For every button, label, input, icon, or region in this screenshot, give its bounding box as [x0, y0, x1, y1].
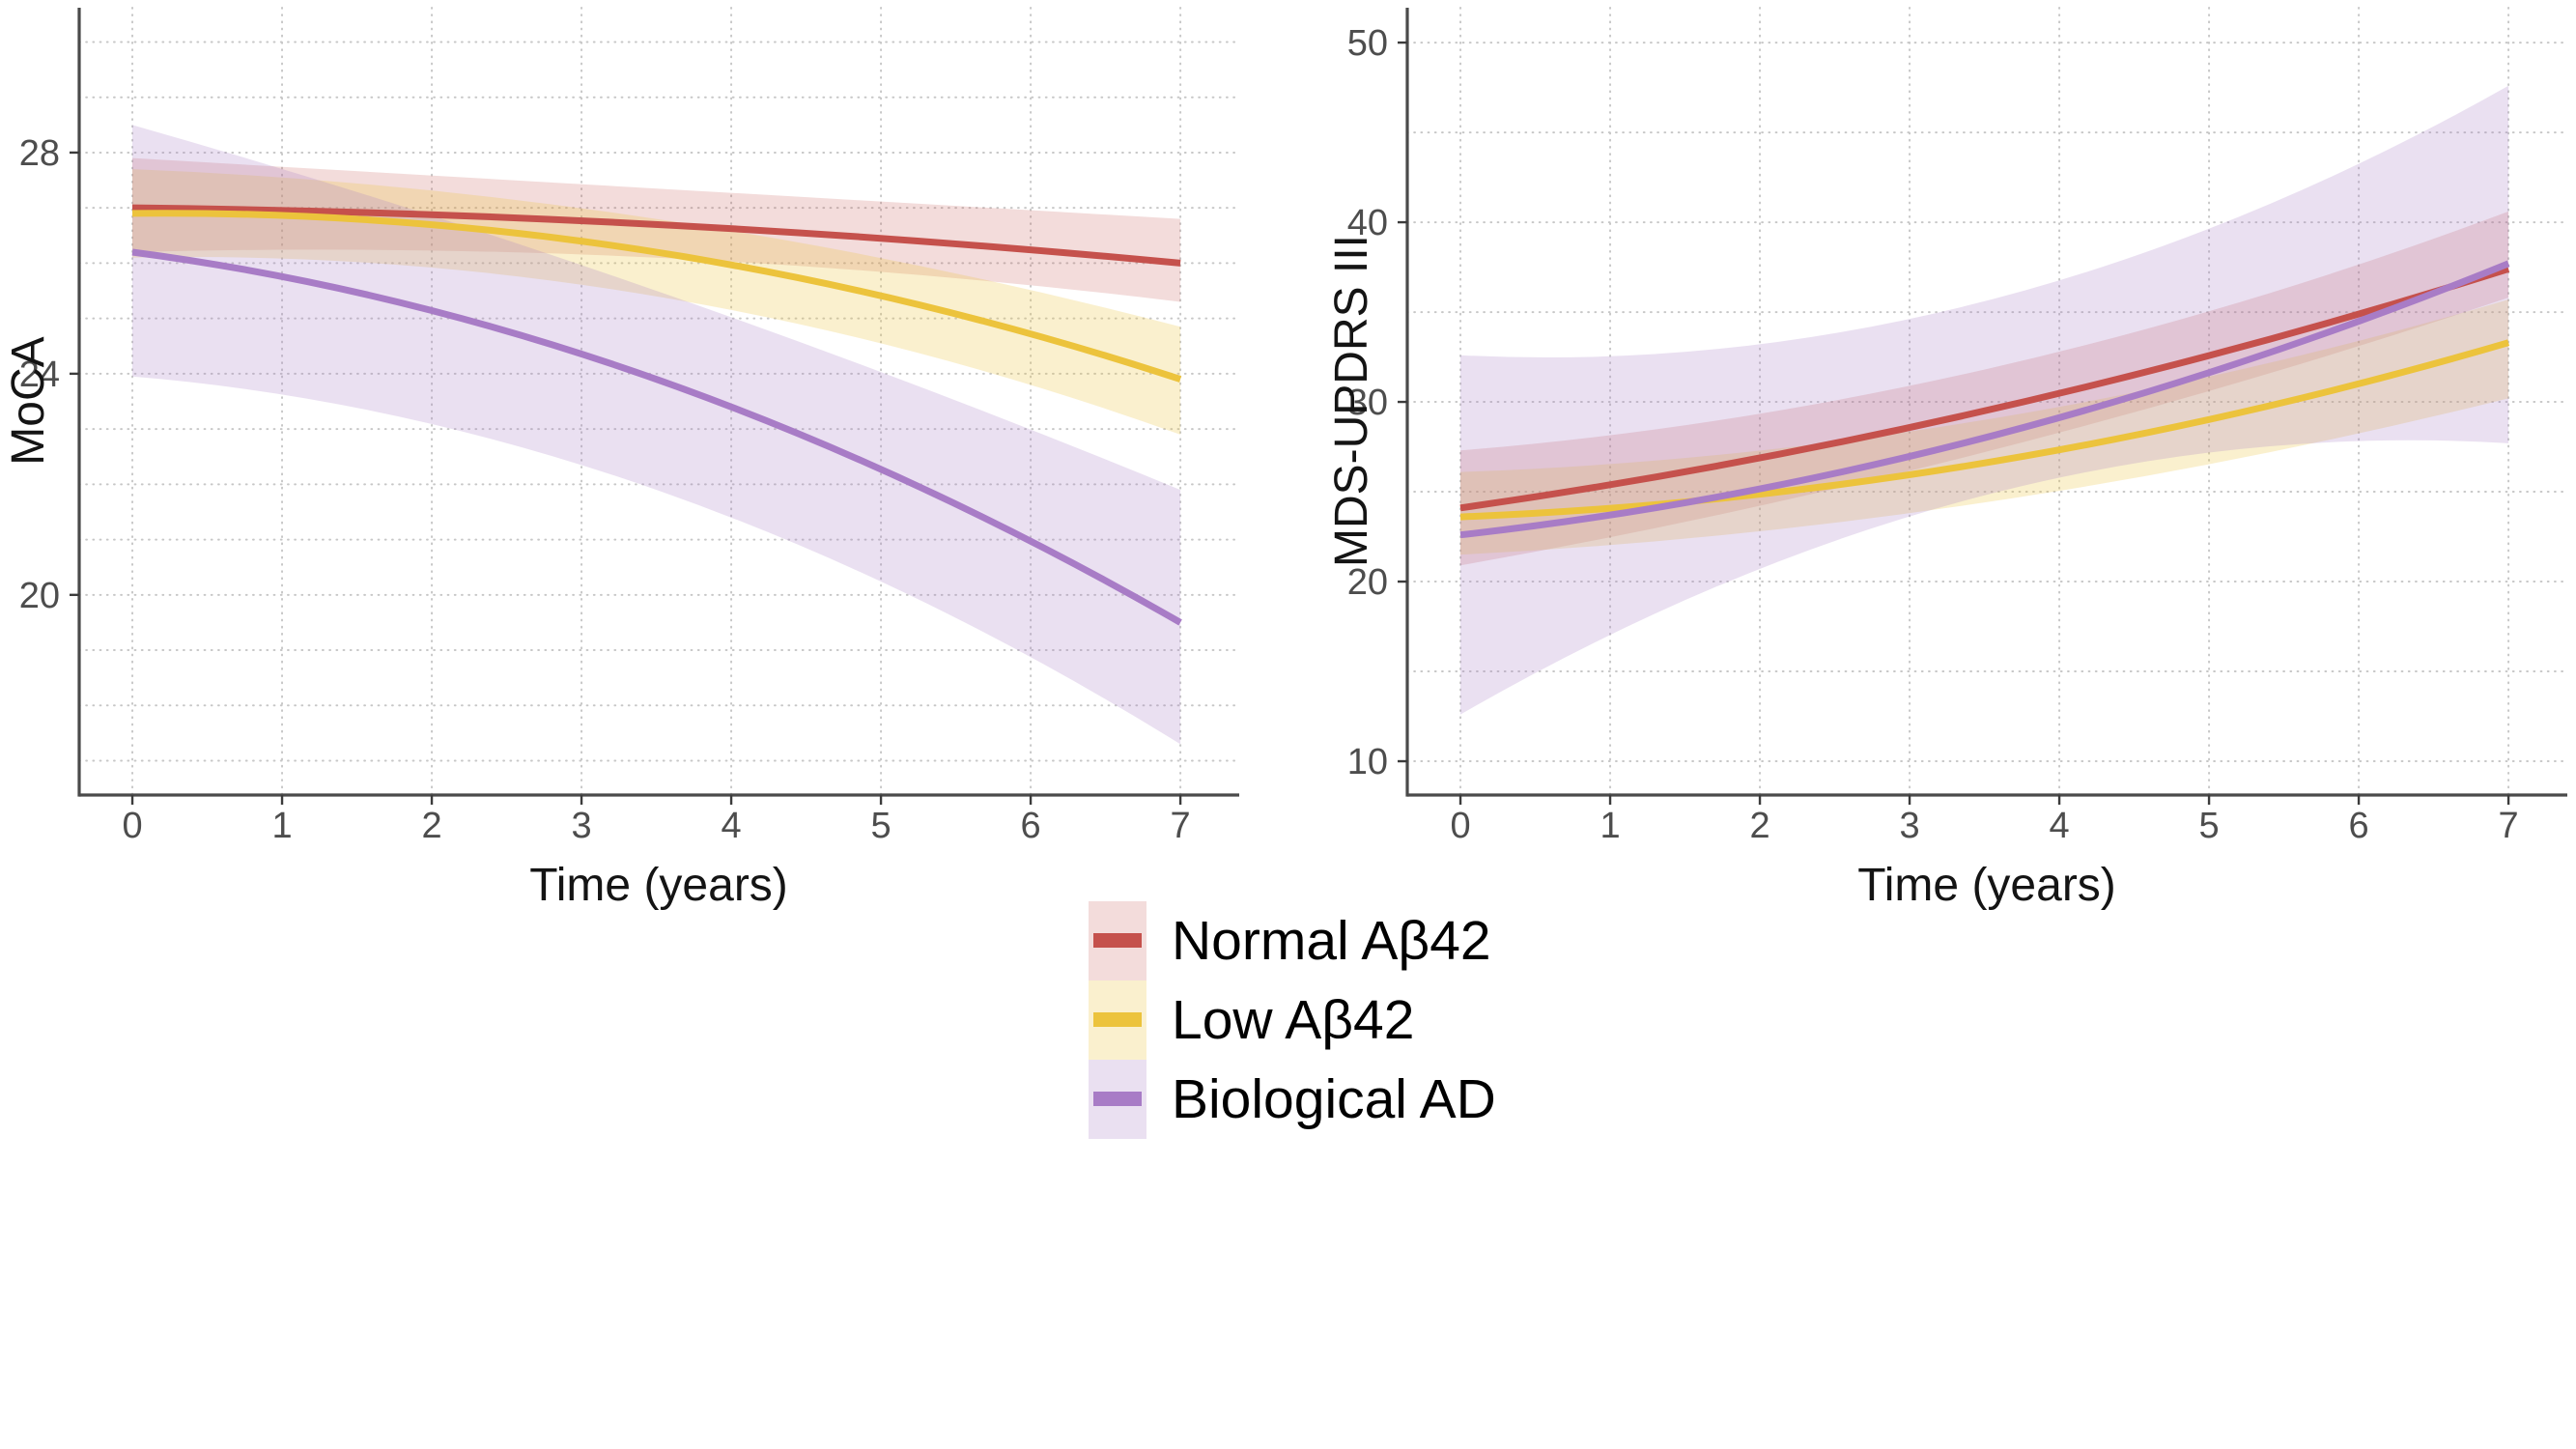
moca-chart-panel: 0 1 2 3 4 5 6 7 20 24 28 [19, 7, 1240, 846]
x-tick-label: 7 [2499, 806, 2519, 846]
x-tick-label: 7 [1171, 806, 1191, 846]
left-x-axis-title: Time (years) [529, 860, 788, 911]
x-tick-label: 6 [2349, 806, 2369, 846]
legend-label: Normal Aβ42 [1172, 910, 1491, 972]
legend-label: Biological AD [1172, 1068, 1496, 1130]
y-tick-label: 20 [19, 576, 60, 616]
x-tick-label: 2 [421, 806, 441, 846]
x-tick-label: 3 [1899, 806, 1919, 846]
y-tick-label: 40 [1347, 203, 1388, 243]
y-tick-label: 10 [1347, 742, 1388, 782]
x-tick-label: 1 [1599, 806, 1620, 846]
x-tick-label: 1 [271, 806, 292, 846]
updrs-chart-panel: 0 1 2 3 4 5 6 7 10 20 30 40 50 [1347, 7, 2568, 846]
legend-line-swatch [1093, 1092, 1142, 1106]
ci-ribbon [1460, 299, 2509, 555]
y-tick-label: 28 [19, 133, 60, 174]
legend-label: Low Aβ42 [1172, 989, 1415, 1051]
x-tick-label: 5 [870, 806, 891, 846]
legend-line-swatch [1093, 933, 1142, 948]
trend-line [1459, 260, 2510, 539]
y-tick-label: 24 [19, 355, 60, 395]
legend-key-low-ab42 [1089, 980, 1146, 1060]
y-tick-label: 50 [1347, 23, 1388, 64]
charts-canvas: 0 1 2 3 4 5 6 7 20 24 28 0 1 2 3 4 5 6 7 10 20 30 40 50 [19, 7, 2568, 846]
legend-line-swatch [1093, 1012, 1142, 1027]
trend-line [131, 204, 1181, 267]
trend-line [1459, 266, 2510, 512]
right-x-axis-title: Time (years) [1857, 860, 2116, 911]
right-y-axis-title: MDS-UPDRS III [1326, 235, 1377, 568]
legend-item-normal-ab42: Normal Aβ42 [1089, 901, 1496, 980]
legend-key-normal-ab42 [1089, 901, 1146, 980]
trend-line [131, 210, 1182, 383]
legend: Normal Aβ42 Low Aβ42 Biological AD [1089, 901, 1496, 1139]
ci-ribbon [1460, 85, 2509, 715]
x-tick-label: 6 [1021, 806, 1041, 846]
x-tick-label: 0 [1450, 806, 1470, 846]
x-tick-label: 3 [571, 806, 591, 846]
x-tick-label: 5 [2198, 806, 2219, 846]
ci-ribbon [132, 169, 1181, 435]
trend-line [131, 248, 1182, 626]
x-tick-label: 2 [1749, 806, 1769, 846]
x-tick-label: 4 [2049, 806, 2069, 846]
y-tick-label: 20 [1347, 562, 1388, 603]
legend-key-biological-ad [1089, 1060, 1146, 1139]
ci-ribbon [1460, 211, 2509, 566]
left-y-axis-title: MoCA [3, 336, 54, 466]
x-tick-label: 0 [122, 806, 142, 846]
legend-item-low-ab42: Low Aβ42 [1089, 980, 1496, 1060]
ci-ribbon [132, 157, 1181, 302]
x-tick-label: 4 [721, 806, 741, 846]
ci-ribbon [132, 125, 1181, 745]
y-tick-label: 30 [1347, 383, 1388, 423]
legend-item-biological-ad: Biological AD [1089, 1060, 1496, 1139]
trend-line [1459, 339, 2510, 521]
